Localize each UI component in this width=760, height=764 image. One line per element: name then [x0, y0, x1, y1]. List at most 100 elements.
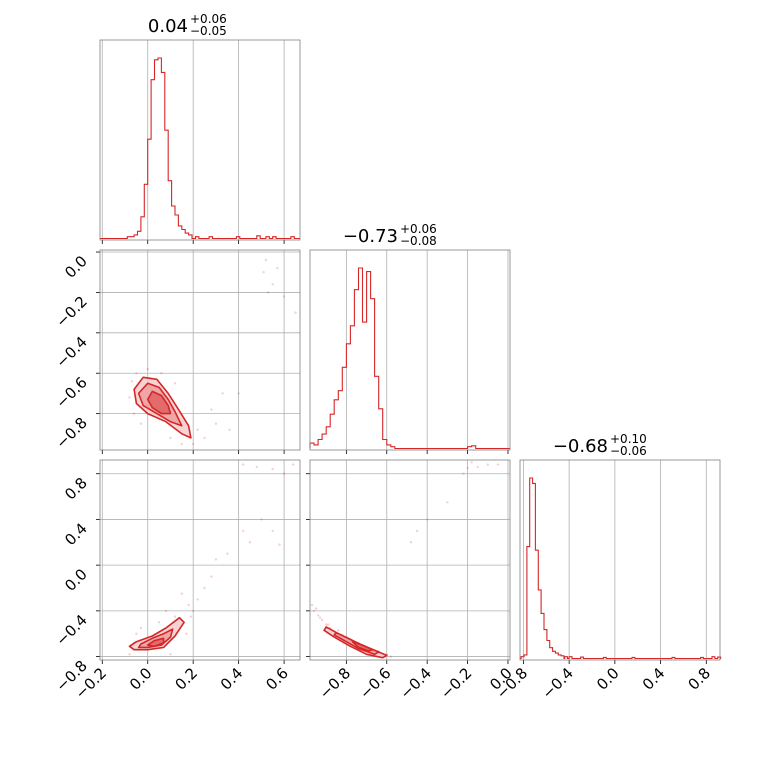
p2_vs_p1-sample-6 [446, 501, 449, 504]
p1_vs_p0-sample-1 [267, 291, 270, 294]
p1_vs_p0-frame [99, 249, 301, 451]
p1_vs_p0-sample-23 [173, 382, 177, 385]
p2_vs_p0-sample-1 [255, 465, 258, 469]
p2_vs_p0-sample-15 [203, 586, 206, 590]
title-1-minus: −0.08 [400, 234, 437, 248]
hist-p1-bar-17 [379, 409, 383, 449]
p1_vs_p0-sample-8 [214, 422, 218, 425]
hist-p1-bar-8 [342, 367, 346, 448]
p2_vs_p0-contour-2 [146, 637, 165, 648]
hist-p1-bar-9 [346, 344, 350, 449]
p1_vs_p0-sample-0 [262, 271, 265, 274]
p2_vs_p0-sample-3 [282, 472, 286, 475]
hist-p1-bar-14 [367, 272, 371, 449]
hist-p1-step-line [309, 267, 510, 450]
p2_vs_p0-contour-0 [128, 616, 185, 651]
yticklabel-p2-row2-3: 0.4 [61, 520, 91, 550]
hist-p0-bar-8 [155, 60, 158, 239]
hist-p0-bar-9 [158, 58, 161, 239]
p2_vs_p1-sample-14 [325, 623, 328, 626]
p2_vs_p0-sample-10 [214, 558, 218, 561]
p2_vs_p0-sample-16 [180, 592, 183, 595]
p1_vs_p0-sample-12 [228, 428, 231, 431]
p2_vs_p0-sample-5 [260, 518, 263, 521]
p1_vs_p0-sample-9 [203, 436, 206, 440]
p2_vs_p0-sample-8 [248, 541, 252, 544]
p2_vs_p0-sample-29 [189, 615, 193, 618]
panel-p2-vs-p0 [96, 459, 301, 664]
xticklabel-p0-4: 0.6 [262, 664, 292, 694]
yticklabel-p2-row2-2: 0.0 [61, 565, 91, 595]
panel-hist-p2 [519, 459, 722, 664]
p1_vs_p0-sample-6 [294, 311, 297, 314]
yticklabel-p1-row1-0: −0.8 [52, 414, 90, 452]
xticklabel-p0-3: 0.4 [217, 664, 247, 694]
p2_vs_p0-sample-7 [278, 543, 281, 546]
hist-p1-bar-2 [318, 440, 322, 449]
p2_vs_p1-sample-26 [327, 623, 330, 626]
yticklabel-p1-row1-1: −0.6 [52, 373, 90, 411]
panel-p2-vs-p1 [306, 459, 511, 664]
p2_vs_p1-sample-1 [466, 466, 469, 470]
p2_vs_p0-sample-24 [185, 632, 188, 635]
hist-p0-step-line [100, 57, 300, 240]
p2_vs_p1-sample-0 [470, 461, 473, 464]
p2_vs_p0-sample-0 [242, 463, 245, 466]
xticklabel-p0-1: 0.0 [126, 664, 156, 694]
hist-p1-bar-7 [338, 391, 342, 449]
p2_vs_p0-sample-13 [196, 598, 199, 601]
p2_vs_p1-sample-12 [316, 614, 320, 617]
p2_vs_p0-sample-6 [271, 529, 274, 533]
hist-p1-bar-16 [375, 376, 379, 448]
yticklabel-p1-row1-4: 0.0 [61, 252, 91, 282]
p2_vs_p0-sample-4 [292, 463, 295, 466]
titles: 0.04 +0.06−0.05−0.73 +0.06−0.08−0.68 +0.10−… [148, 12, 647, 458]
hist-p1-frame [309, 249, 511, 451]
p2_vs_p1-sample-27 [337, 629, 340, 632]
p1_vs_p0-sample-5 [282, 295, 286, 298]
hist-p1-bar-10 [350, 326, 354, 449]
p2_vs_p1-sample-3 [486, 463, 489, 466]
title-2-minus: −0.06 [610, 444, 647, 458]
p1_vs_p0-sample-21 [139, 422, 143, 425]
hist-p1-bar-3 [322, 434, 326, 448]
hist-p1-bar-11 [354, 290, 358, 449]
title-0-minus: −0.05 [190, 24, 227, 38]
p1_vs_p0-sample-2 [271, 283, 274, 286]
xticklabel-p1-1: −0.6 [356, 664, 394, 702]
xticklabel-p2-2: 0.0 [593, 664, 623, 694]
p2_vs_p0-sample-12 [192, 609, 195, 613]
xticklabel-p1-3: −0.2 [437, 664, 475, 702]
hist-p1-bar-15 [371, 299, 375, 449]
p2_vs_p1-sample-23 [389, 655, 392, 658]
p1_vs_p0-sample-10 [210, 408, 213, 411]
title-2-value: −0.68 [553, 436, 608, 457]
p2_vs_p1-sample-8 [415, 529, 419, 533]
title-1-plus: +0.06 [400, 222, 437, 236]
panel-hist-p1 [309, 249, 511, 454]
p2_vs_p0-sample-18 [135, 632, 138, 635]
p2_vs_p0-sample-23 [169, 653, 172, 656]
p2_vs_p0-sample-14 [187, 603, 190, 607]
p1_vs_p0-sample-24 [130, 380, 133, 383]
p1_vs_p0-sample-19 [146, 368, 149, 371]
p1_vs_p0-sample-13 [135, 372, 138, 375]
p1_vs_p0-sample-7 [237, 392, 240, 395]
p1_vs_p0-sample-20 [160, 372, 163, 375]
p2_vs_p1-sample-7 [426, 518, 429, 521]
title-0-plus: +0.06 [190, 12, 227, 26]
xticklabel-p2-3: 0.4 [639, 664, 669, 694]
hist-p1-bar-18 [383, 440, 387, 449]
p2_vs_p1-sample-10 [310, 603, 314, 607]
p1_vs_p0-contour-2 [146, 390, 172, 415]
p1_vs_p0-sample-17 [192, 442, 195, 446]
hist-p1-bar-6 [334, 400, 338, 449]
p2_vs_p0-sample-17 [210, 575, 213, 578]
title-0-value: 0.04 [148, 16, 188, 37]
panel-p1-vs-p0 [96, 249, 301, 454]
p2_vs_p0-sample-21 [157, 621, 161, 624]
hist-p2-frame [519, 459, 721, 661]
p2_vs_p1-sample-25 [318, 616, 322, 619]
p2_vs_p0-contour-1 [137, 628, 174, 649]
